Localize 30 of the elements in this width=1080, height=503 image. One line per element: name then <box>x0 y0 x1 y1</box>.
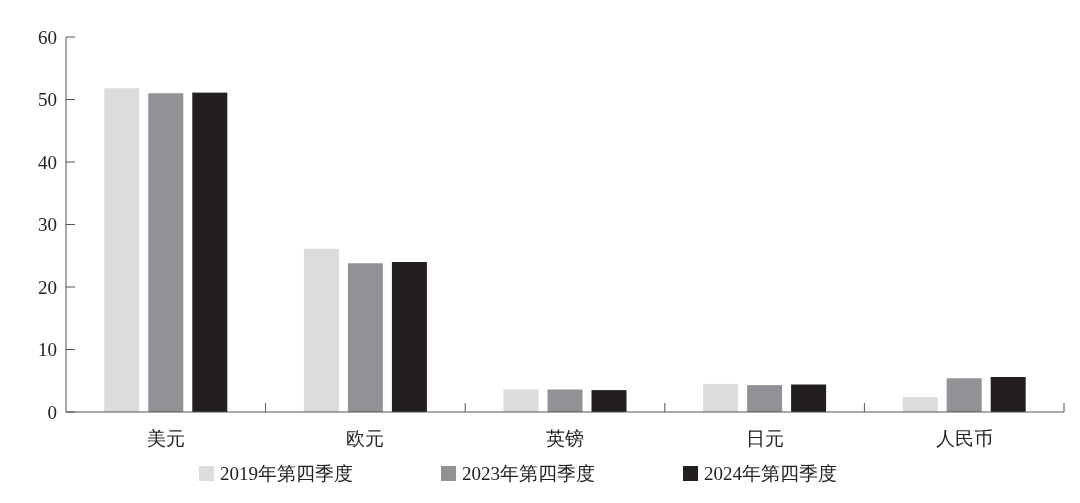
y-tick-label: 0 <box>47 401 57 423</box>
bar <box>902 397 938 412</box>
y-tick-label: 40 <box>38 151 57 173</box>
x-tick-label: 日元 <box>745 428 784 449</box>
bar <box>703 383 739 412</box>
y-tick-label: 30 <box>38 214 57 236</box>
bar <box>747 385 783 412</box>
bar <box>990 377 1026 412</box>
bar <box>148 93 184 412</box>
legend-label: 2019年第四季度 <box>220 463 353 484</box>
bar <box>791 384 827 412</box>
bar <box>591 390 627 412</box>
bar <box>303 248 339 412</box>
legend-label: 2024年第四季度 <box>704 463 837 484</box>
x-tick-label: 美元 <box>146 428 185 449</box>
y-tick-label: 10 <box>38 339 57 361</box>
bar <box>503 389 539 412</box>
bar <box>347 263 383 412</box>
x-tick-label: 英镑 <box>546 428 584 449</box>
y-tick-label: 60 <box>38 26 57 48</box>
x-tick-label: 人民币 <box>935 428 993 449</box>
bar <box>104 88 140 412</box>
bar <box>192 92 228 412</box>
bar <box>391 262 427 412</box>
legend-label: 2023年第四季度 <box>462 463 595 484</box>
bar <box>547 389 583 412</box>
y-tick-label: 20 <box>38 276 57 298</box>
bar <box>946 378 982 412</box>
x-tick-label: 欧元 <box>346 428 385 449</box>
y-tick-label: 50 <box>38 89 57 111</box>
